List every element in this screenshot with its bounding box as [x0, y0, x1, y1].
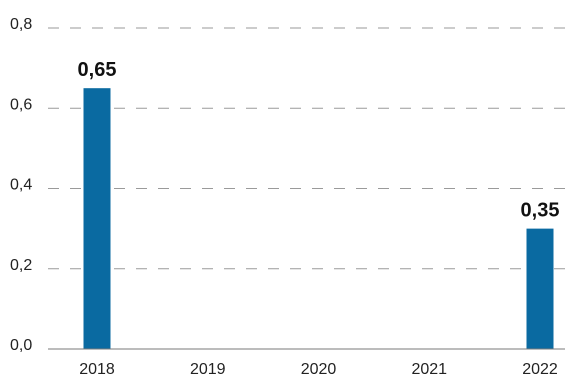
data-label-2018: 0,65	[78, 59, 117, 81]
gridlines	[48, 27, 565, 270]
x-tick-label: 2022	[522, 361, 558, 377]
y-axis-tick-labels: 0,0 0,2 0,4 0,6 0,8	[10, 16, 32, 354]
x-axis-tick-labels: 2018 2019 2020 2021 2022	[79, 361, 558, 377]
y-tick-label: 0,6	[10, 96, 32, 113]
y-tick-label: 0,4	[10, 177, 32, 194]
bars	[83, 88, 554, 349]
y-tick-label: 0,0	[10, 337, 32, 354]
data-label-2022: 0,35	[521, 200, 560, 222]
x-tick-label: 2018	[79, 361, 115, 377]
x-tick-label: 2019	[190, 361, 226, 377]
y-tick-label: 0,8	[10, 16, 32, 33]
data-labels: 0,65 0,35	[78, 59, 560, 221]
y-tick-label: 0,2	[10, 257, 32, 274]
bar-2022	[526, 228, 554, 349]
bar-2018	[83, 88, 111, 349]
x-tick-label: 2020	[301, 361, 337, 377]
x-tick-label: 2021	[411, 361, 447, 377]
